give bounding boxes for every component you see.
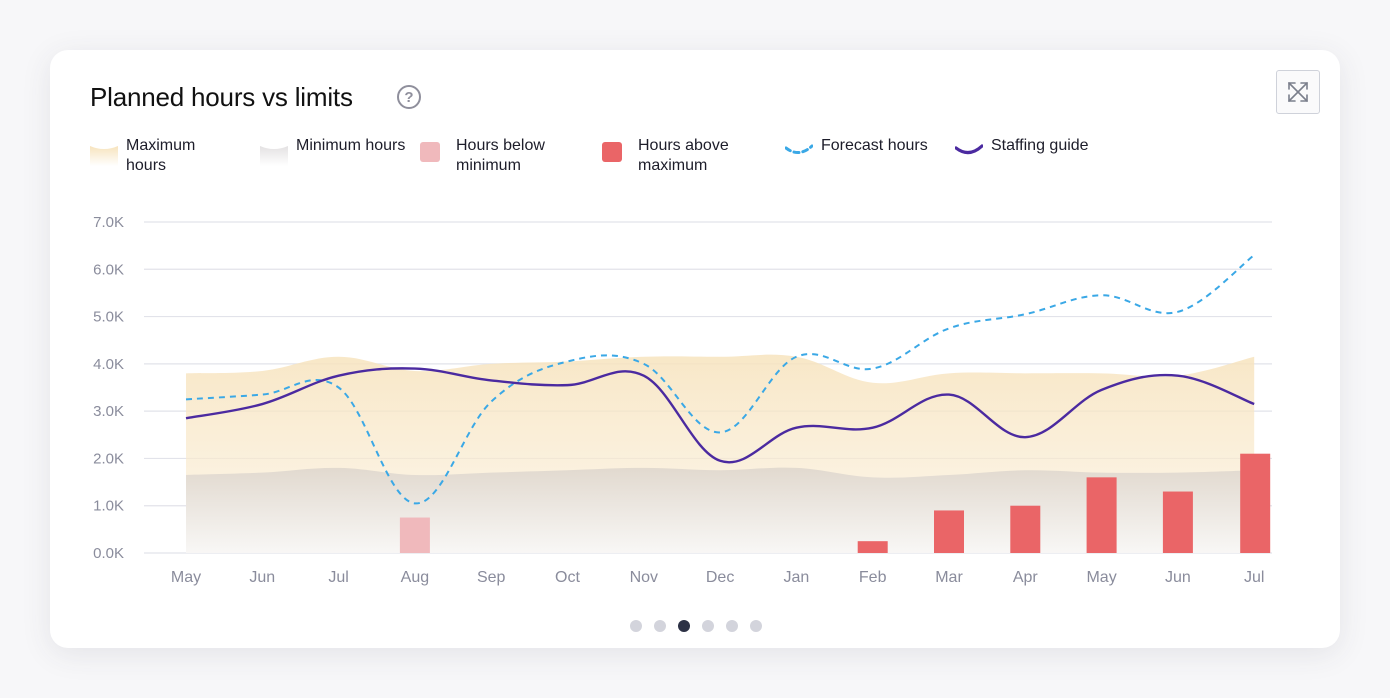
- x-tick-label: Jul: [1244, 569, 1264, 586]
- legend-item-above[interactable]: Hours above maximum: [602, 136, 748, 176]
- bar-above-maximum[interactable]: [857, 541, 888, 553]
- legend-label-min: Minimum hours: [296, 137, 406, 154]
- x-tick-label: Feb: [859, 569, 887, 586]
- y-tick-label: 7.0K: [93, 214, 124, 231]
- bar-above-maximum[interactable]: [934, 510, 964, 553]
- legend-item-max[interactable]: Maximum hours: [90, 136, 236, 176]
- legend-label-above: Hours above maximum: [638, 137, 729, 174]
- legend-item-staff[interactable]: Staffing guide: [955, 136, 1101, 166]
- bar-above-maximum[interactable]: [1162, 491, 1193, 553]
- x-tick-label: May: [171, 569, 201, 586]
- series-area-min: [186, 467, 1255, 553]
- bar-below-minimum[interactable]: [399, 517, 430, 553]
- x-tick-label: Jun: [249, 569, 275, 586]
- page-dot[interactable]: [750, 620, 762, 632]
- y-tick-label: 2.0K: [93, 450, 124, 467]
- x-tick-label: Dec: [706, 569, 734, 586]
- y-tick-label: 6.0K: [93, 261, 124, 278]
- legend-swatch-above: [602, 142, 622, 162]
- y-tick-label: 0.0K: [93, 545, 124, 562]
- legend-swatch-fcst: [785, 144, 813, 154]
- expand-button[interactable]: [1276, 70, 1320, 114]
- bar-above-maximum[interactable]: [1240, 453, 1271, 553]
- x-tick-label: Jun: [1165, 569, 1191, 586]
- chart-plot: 0.0K 1.0K 2.0K 3.0K 4.0K 5.0K 6.0K 7.0K May Jun Ju…: [93, 214, 1272, 586]
- bar-above-maximum[interactable]: [1086, 477, 1117, 553]
- y-tick-label: 4.0K: [93, 356, 124, 373]
- expand-arrows-icon: [1288, 82, 1308, 102]
- legend-label-staff: Staffing guide: [991, 137, 1089, 154]
- x-tick-label: Mar: [935, 569, 963, 586]
- page-dot[interactable]: [630, 620, 642, 632]
- page-dot[interactable]: [678, 620, 690, 632]
- page-dot[interactable]: [654, 620, 666, 632]
- x-tick-label: Nov: [630, 569, 658, 586]
- x-tick-label: Jan: [784, 569, 810, 586]
- page-dot[interactable]: [726, 620, 738, 632]
- legend-swatch-min: [260, 146, 288, 166]
- legend-item-min[interactable]: Minimum hours: [260, 136, 406, 166]
- series-line-forecast: [185, 254, 1255, 505]
- legend-swatch-max: [90, 146, 118, 166]
- x-tick-label: Aug: [401, 569, 429, 586]
- page-dot[interactable]: [702, 620, 714, 632]
- x-tick-label: Oct: [555, 569, 580, 586]
- x-tick-label: May: [1086, 569, 1116, 586]
- x-tick-label: Jul: [328, 569, 348, 586]
- series-line-staffing: [185, 367, 1255, 464]
- page-title: Planned hours vs limits: [90, 82, 353, 112]
- y-tick-label: 3.0K: [93, 403, 124, 420]
- bar-above-maximum[interactable]: [1010, 505, 1041, 553]
- y-tick-label: 5.0K: [93, 309, 124, 326]
- legend-item-below[interactable]: Hours below minimum: [420, 136, 566, 176]
- chart-card: Planned hours vs limits ? Maximum hours M…: [50, 50, 1340, 648]
- help-circle-icon[interactable]: ?: [397, 85, 421, 109]
- x-tick-label: Sep: [477, 569, 506, 586]
- legend-item-fcst[interactable]: Forecast hours: [785, 136, 931, 166]
- pagination-dots: [630, 620, 762, 632]
- legend-label-max: Maximum hours: [126, 137, 196, 174]
- x-tick-label: Apr: [1013, 569, 1039, 586]
- y-tick-label: 1.0K: [93, 498, 124, 515]
- legend-label-below: Hours below minimum: [456, 137, 545, 174]
- legend-swatch-below: [420, 142, 440, 162]
- legend-label-fcst: Forecast hours: [821, 137, 928, 154]
- legend-swatch-staff: [955, 144, 983, 155]
